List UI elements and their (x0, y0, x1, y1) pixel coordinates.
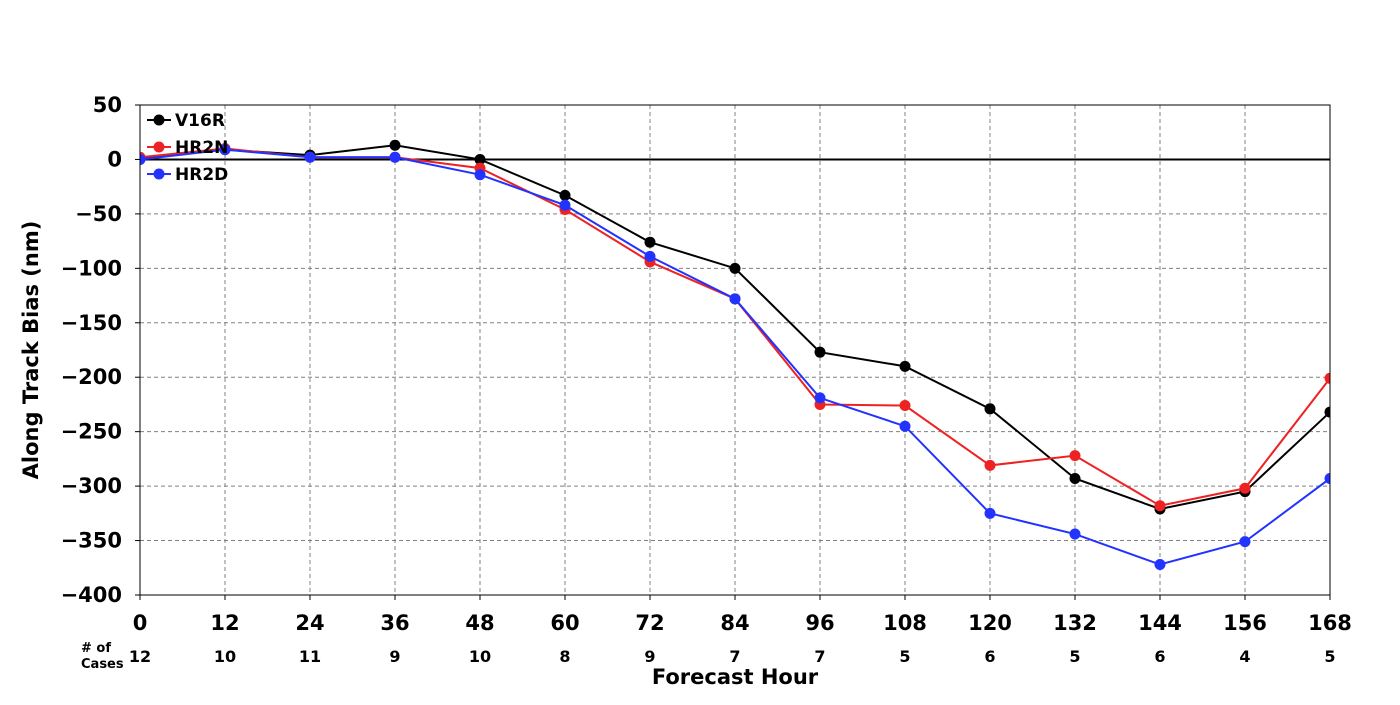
data-point-hr2n (1069, 450, 1081, 462)
data-point-hr2d (140, 153, 146, 165)
data-point-v16r (814, 346, 826, 358)
data-point-hr2d (1154, 559, 1166, 571)
case-count: 5 (899, 647, 910, 666)
data-point-hr2d (984, 507, 996, 519)
data-point-v16r (984, 403, 996, 415)
y-tick-label: −350 (61, 529, 122, 553)
x-tick-label: 0 (133, 611, 148, 635)
data-point-v16r (899, 360, 911, 372)
x-tick-label: 36 (380, 611, 409, 635)
x-tick-label: 60 (550, 611, 579, 635)
case-count: 5 (1324, 647, 1335, 666)
data-point-hr2n (899, 400, 911, 412)
y-axis-title: Along Track Bias (nm) (19, 221, 43, 480)
case-count: 5 (1069, 647, 1080, 666)
y-tick-label: −150 (61, 311, 122, 335)
legend-marker-v16r (153, 114, 165, 126)
cases-title-line2: Cases (81, 657, 124, 672)
x-tick-label: 72 (635, 611, 664, 635)
case-count: 10 (469, 647, 491, 666)
data-point-hr2d (1239, 536, 1251, 548)
legend: V16R HR2N HR2D (147, 111, 228, 185)
legend-marker-hr2n (153, 141, 165, 153)
x-tick-label: 12 (210, 611, 239, 635)
x-tick-label: 132 (1053, 611, 1097, 635)
data-point-v16r (389, 139, 401, 151)
data-point-hr2d (729, 293, 741, 305)
x-tick-label: 24 (295, 611, 324, 635)
y-tick-label: 50 (93, 93, 122, 117)
axis-layer: 0121210241136948106087298479671085120613… (61, 93, 1352, 666)
data-point-hr2d (1324, 472, 1330, 484)
case-count: 7 (814, 647, 825, 666)
y-tick-label: −100 (61, 256, 122, 280)
x-tick-label: 108 (883, 611, 927, 635)
data-point-v16r (644, 236, 656, 248)
data-point-hr2d (474, 169, 486, 181)
data-point-hr2d (1069, 528, 1081, 540)
case-count: 12 (129, 647, 151, 666)
x-tick-label: 96 (805, 611, 834, 635)
legend-item-hr2n: HR2N (147, 138, 228, 158)
data-point-v16r (559, 189, 571, 201)
data-point-hr2n (1239, 482, 1251, 494)
series-line-hr2n (140, 147, 1330, 507)
case-count: 4 (1239, 647, 1250, 666)
legend-label-hr2n: HR2N (175, 138, 228, 158)
data-point-hr2d (559, 199, 571, 211)
grid-layer (140, 105, 1330, 595)
y-tick-label: 0 (107, 147, 122, 171)
legend-item-v16r: V16R (147, 111, 225, 131)
case-count: 10 (214, 647, 236, 666)
data-point-v16r (474, 153, 486, 165)
data-point-hr2d (899, 420, 911, 432)
y-tick-label: −250 (61, 420, 122, 444)
data-point-v16r (729, 262, 741, 274)
x-axis-title: Forecast Hour (652, 665, 819, 689)
y-tick-label: −200 (61, 365, 122, 389)
series-layer (140, 139, 1330, 571)
x-tick-label: 168 (1308, 611, 1352, 635)
data-point-v16r (1069, 472, 1081, 484)
y-tick-label: −300 (61, 474, 122, 498)
data-point-hr2n (984, 459, 996, 471)
case-count: 9 (644, 647, 655, 666)
series-group (140, 139, 1330, 571)
y-tick-label: −50 (75, 202, 122, 226)
data-point-v16r (1324, 406, 1330, 418)
case-count: 7 (729, 647, 740, 666)
x-tick-label: 84 (720, 611, 749, 635)
data-point-hr2d (389, 151, 401, 163)
label-layer: Along Track Bias (nm) Forecast Hour # of… (19, 221, 819, 689)
case-count: 6 (1154, 647, 1165, 666)
data-point-hr2n (1324, 372, 1330, 384)
x-tick-label: 120 (968, 611, 1012, 635)
case-count: 8 (559, 647, 570, 666)
data-point-hr2d (644, 250, 656, 262)
data-point-hr2d (219, 144, 231, 156)
legend-marker-hr2d (153, 168, 165, 180)
data-point-hr2d (814, 392, 826, 404)
x-tick-label: 144 (1138, 611, 1182, 635)
case-count: 9 (389, 647, 400, 666)
legend-label-v16r: V16R (175, 111, 225, 131)
legend-item-hr2d: HR2D (147, 165, 228, 185)
legend-label-hr2d: HR2D (175, 165, 228, 185)
case-count: 11 (299, 647, 321, 666)
x-tick-label: 156 (1223, 611, 1267, 635)
cases-title-line1: # of (81, 641, 111, 656)
data-point-hr2n (1154, 500, 1166, 512)
y-tick-label: −400 (61, 583, 122, 607)
x-tick-label: 48 (465, 611, 494, 635)
case-count: 6 (984, 647, 995, 666)
data-point-hr2d (304, 151, 316, 163)
